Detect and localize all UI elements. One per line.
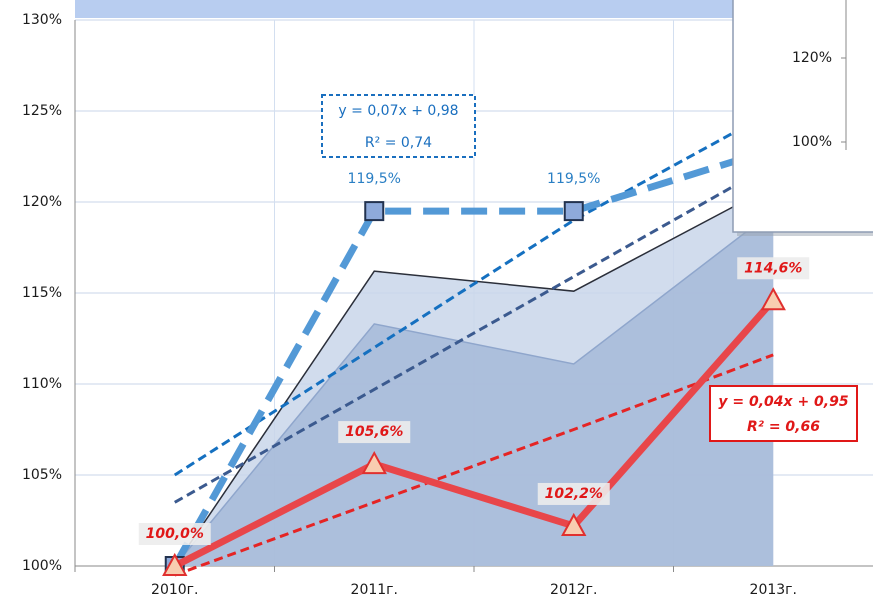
value-label: 119,5% [348,171,401,187]
marker-triangle [162,552,188,576]
x-tick-label: 2011г. [351,582,398,598]
marker-square [563,201,584,222]
y-tick-label: 130% [22,12,62,28]
y-tick-label: 105% [22,467,62,483]
trend-line [174,162,774,504]
y-tick-label: 100% [22,558,62,574]
header-band [75,0,735,18]
label-bg [338,421,411,444]
label-bg [537,482,610,505]
y-tick-label: 110% [22,376,62,392]
series-line [171,145,775,568]
equation-text: y = 0,07x + 0,98 [338,103,458,119]
inset-box [732,0,873,233]
marker-triangle [760,287,786,311]
trend-line [173,109,774,477]
y-tick-label: 125% [22,103,62,119]
series-line [173,297,776,570]
value-label: 105,6% [345,424,403,440]
x-tick-label: 2012г. [550,582,597,598]
marker-triangle [361,451,387,475]
marker-square [364,201,385,222]
equation-box [709,385,858,442]
label-bg [138,523,211,545]
trend-line [174,353,774,577]
inset-tick-label: 100% [792,134,832,150]
area-outline [174,184,774,567]
label-bg [737,257,810,280]
equation-text: R² = 0,74 [365,135,432,151]
x-tick-label: 2013г. [750,582,797,598]
marker-triangle [561,512,587,536]
y-tick-label: 120% [22,194,62,210]
value-label: 102,2% [545,486,603,502]
value-label: 119,5% [547,171,600,187]
equation-text: R² = 0,66 [747,419,820,435]
area [174,211,774,566]
value-label: 114,6% [744,260,802,276]
value-label: 100,0% [146,526,204,542]
y-tick-label: 115% [22,285,62,301]
equation-text: y = 0,04x + 0,95 [718,394,848,410]
x-tick-label: 2010г. [151,582,198,598]
inset-tick-label: 120% [792,50,832,66]
equation-box [321,94,476,158]
